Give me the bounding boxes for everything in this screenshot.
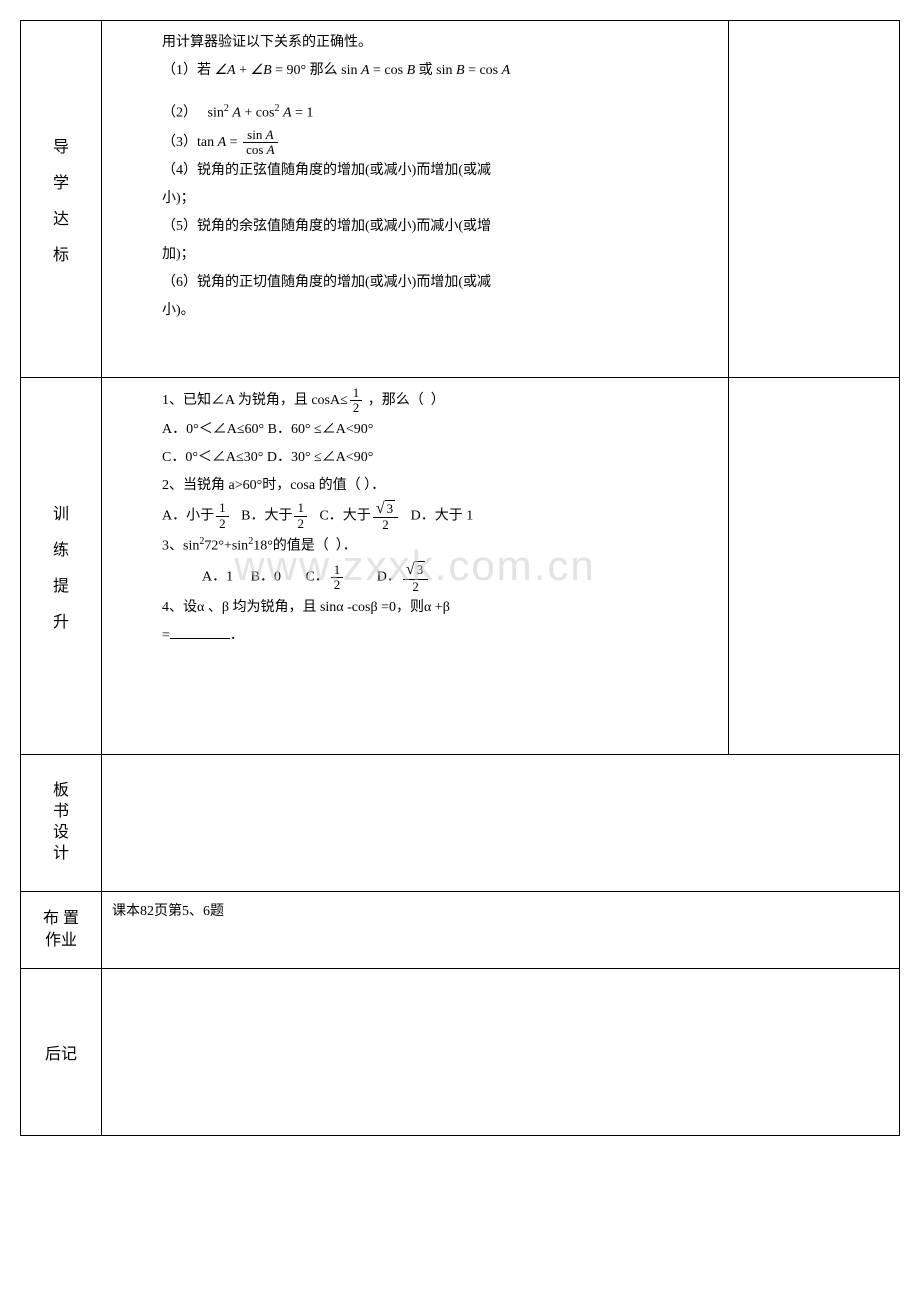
guide-item-2: （2） sin2 A + cos2 A = 1 (132, 99, 718, 128)
label-char: 训 (31, 500, 91, 524)
row-postscript: 后记 (21, 969, 900, 1136)
content-board (102, 755, 900, 892)
label-char: 达 (31, 205, 91, 229)
guide-item-6: （6）锐角的正切值随角度的增加(或减小)而增加(或减小)。 (132, 269, 718, 325)
document-page: 导 学 达 标 用计算器验证以下关系的正确性。 （1）若 ∠A + ∠B = 9… (20, 20, 900, 1136)
label-board: 板 书 设 计 (21, 755, 102, 892)
q3-stem: 3、sin272°+sin218°的值是（ ）． (132, 532, 718, 561)
label-char: 板 (53, 782, 69, 799)
label-char: 升 (31, 608, 91, 632)
row-practice: 训 练 提 升 www.zxxk.com.cn 1、已知∠A 为锐角，且 cos… (21, 378, 900, 755)
guide-item-4: （4）锐角的正弦值随角度的增加(或减小)而增加(或减小)； (132, 157, 718, 213)
label-char: 后记 (45, 1046, 77, 1063)
label-homework: 布 置 作业 (21, 892, 102, 969)
q1-options-1: A．0°＜∠A≤60° B．60° ≤∠A<90° (162, 416, 718, 444)
lesson-plan-table: 导 学 达 标 用计算器验证以下关系的正确性。 （1）若 ∠A + ∠B = 9… (20, 20, 900, 1136)
label-char: 标 (31, 241, 91, 265)
label-char: 导 (31, 133, 91, 157)
label-char: 练 (31, 536, 91, 560)
content-guide: 用计算器验证以下关系的正确性。 （1）若 ∠A + ∠B = 90° 那么 si… (102, 21, 729, 378)
q3-options: A．1 B．0 C．12 D．√32 (202, 561, 718, 594)
guide-item-3: （3）tan A = sin Acos A (132, 128, 718, 158)
guide-item-5: （5）锐角的余弦值随角度的增加(或减小)而减小(或增加)； (132, 213, 718, 269)
right-guide (729, 21, 900, 378)
label-practice: 训 练 提 升 (21, 378, 102, 755)
q2-stem: 2、当锐角 a>60°时，cosa 的值（ ）． (132, 472, 718, 500)
content-postscript (102, 969, 900, 1136)
right-practice (729, 378, 900, 755)
label-char: 设 (53, 824, 69, 841)
label-char: 作业 (45, 932, 77, 949)
guide-intro: 用计算器验证以下关系的正确性。 (132, 29, 718, 57)
label-char: 学 (31, 169, 91, 193)
guide-item-1: （1）若 ∠A + ∠B = 90° 那么 sin A = cos B 或 si… (132, 57, 718, 85)
label-char: 计 (53, 845, 69, 862)
content-practice: www.zxxk.com.cn 1、已知∠A 为锐角，且 cosA≤12 ，那么… (102, 378, 729, 755)
label-postscript: 后记 (21, 969, 102, 1136)
label-char: 布 置 (43, 910, 79, 927)
q1-stem: 1、已知∠A 为锐角，且 cosA≤12 ，那么（ ） (132, 386, 718, 416)
label-char: 书 (53, 803, 69, 820)
label-char: 提 (31, 572, 91, 596)
content-homework: 课本82页第5、6题 (102, 892, 900, 969)
q4-stem: 4、设α 、β 均为锐角，且 sinα -cosβ =0，则α +β=． (132, 594, 718, 650)
row-guide: 导 学 达 标 用计算器验证以下关系的正确性。 （1）若 ∠A + ∠B = 9… (21, 21, 900, 378)
row-homework: 布 置 作业 课本82页第5、6题 (21, 892, 900, 969)
answer-blank (170, 624, 230, 639)
row-board: 板 书 设 计 (21, 755, 900, 892)
q2-options: A．小于12 B．大于12 C．大于√32 D．大于 1 (162, 500, 718, 533)
q1-options-2: C．0°＜∠A≤30° D．30° ≤∠A<90° (162, 444, 718, 472)
label-guide: 导 学 达 标 (21, 21, 102, 378)
